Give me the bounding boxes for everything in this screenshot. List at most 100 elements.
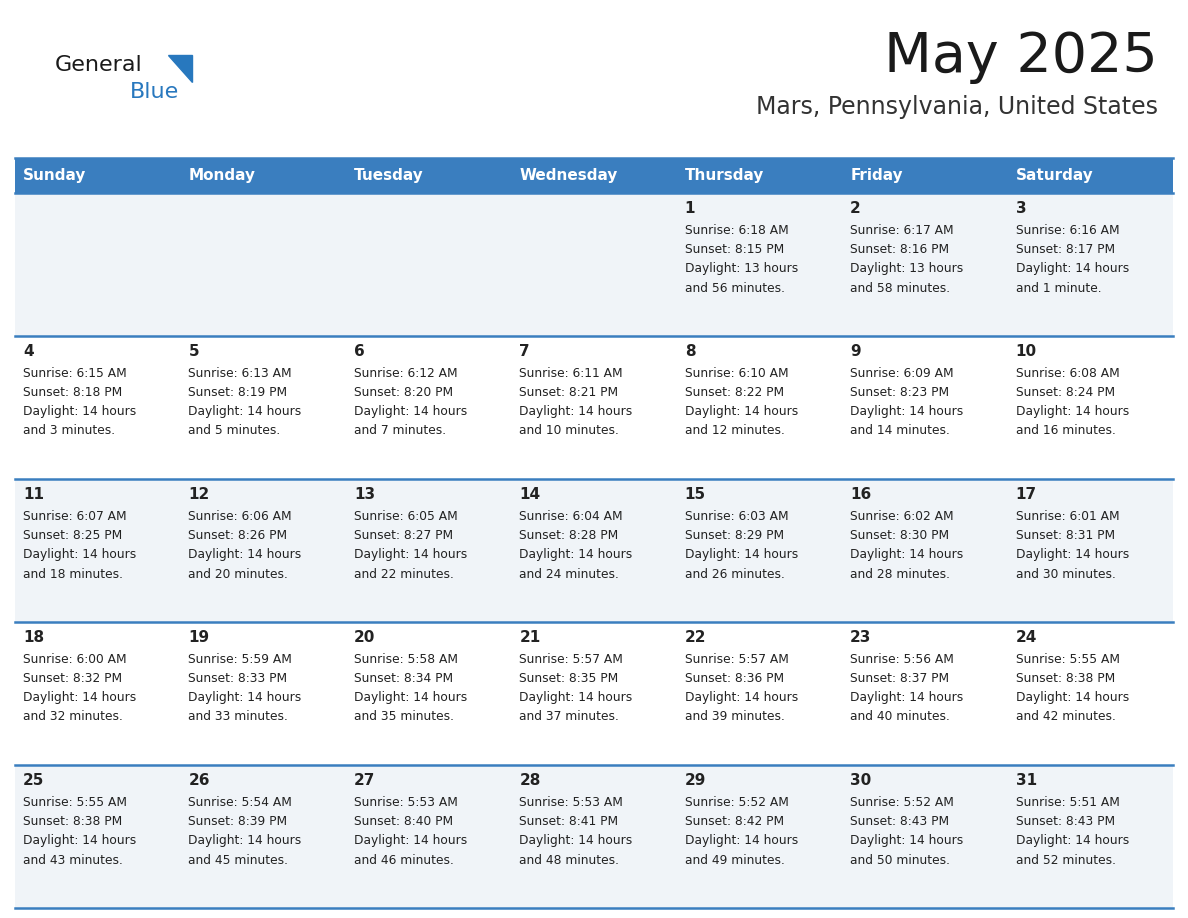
Text: Daylight: 14 hours: Daylight: 14 hours <box>851 691 963 704</box>
Text: 26: 26 <box>189 773 210 788</box>
Text: Daylight: 14 hours: Daylight: 14 hours <box>519 405 632 419</box>
Text: and 37 minutes.: and 37 minutes. <box>519 711 619 723</box>
Text: Sunrise: 6:18 AM: Sunrise: 6:18 AM <box>684 224 789 237</box>
Text: Sunrise: 6:08 AM: Sunrise: 6:08 AM <box>1016 367 1119 380</box>
Bar <box>15 158 1173 193</box>
Bar <box>15 479 1173 622</box>
Text: Daylight: 14 hours: Daylight: 14 hours <box>1016 405 1129 419</box>
Text: Sunset: 8:21 PM: Sunset: 8:21 PM <box>519 386 619 399</box>
Text: Sunrise: 5:52 AM: Sunrise: 5:52 AM <box>851 796 954 809</box>
Text: 13: 13 <box>354 487 375 502</box>
Text: Sunset: 8:17 PM: Sunset: 8:17 PM <box>1016 243 1114 256</box>
Text: Sunset: 8:39 PM: Sunset: 8:39 PM <box>189 815 287 828</box>
Text: Sunrise: 6:03 AM: Sunrise: 6:03 AM <box>684 509 789 522</box>
Text: 7: 7 <box>519 344 530 359</box>
Text: and 20 minutes.: and 20 minutes. <box>189 567 289 580</box>
Text: Daylight: 14 hours: Daylight: 14 hours <box>851 405 963 419</box>
Text: 30: 30 <box>851 773 871 788</box>
Text: Mars, Pennsylvania, United States: Mars, Pennsylvania, United States <box>756 95 1158 119</box>
Text: Sunrise: 6:10 AM: Sunrise: 6:10 AM <box>684 367 789 380</box>
Text: 11: 11 <box>23 487 44 502</box>
Text: Daylight: 14 hours: Daylight: 14 hours <box>23 691 137 704</box>
Text: Sunset: 8:18 PM: Sunset: 8:18 PM <box>23 386 122 399</box>
Text: 8: 8 <box>684 344 695 359</box>
Text: Daylight: 14 hours: Daylight: 14 hours <box>354 548 467 561</box>
Text: 3: 3 <box>1016 201 1026 216</box>
Text: Sunset: 8:26 PM: Sunset: 8:26 PM <box>189 529 287 542</box>
Text: and 3 minutes.: and 3 minutes. <box>23 424 115 438</box>
Text: Daylight: 14 hours: Daylight: 14 hours <box>354 405 467 419</box>
Text: Daylight: 14 hours: Daylight: 14 hours <box>354 691 467 704</box>
Text: Sunset: 8:41 PM: Sunset: 8:41 PM <box>519 815 619 828</box>
Text: Sunrise: 6:13 AM: Sunrise: 6:13 AM <box>189 367 292 380</box>
Text: 4: 4 <box>23 344 33 359</box>
Text: and 28 minutes.: and 28 minutes. <box>851 567 950 580</box>
Text: Sunrise: 5:52 AM: Sunrise: 5:52 AM <box>684 796 789 809</box>
Text: Sunrise: 6:12 AM: Sunrise: 6:12 AM <box>354 367 457 380</box>
Text: Tuesday: Tuesday <box>354 168 424 183</box>
Text: Daylight: 14 hours: Daylight: 14 hours <box>519 691 632 704</box>
Text: Sunset: 8:35 PM: Sunset: 8:35 PM <box>519 672 619 685</box>
Text: Daylight: 14 hours: Daylight: 14 hours <box>1016 834 1129 847</box>
Text: Daylight: 14 hours: Daylight: 14 hours <box>1016 691 1129 704</box>
Text: Sunset: 8:36 PM: Sunset: 8:36 PM <box>684 672 784 685</box>
Text: Sunset: 8:40 PM: Sunset: 8:40 PM <box>354 815 453 828</box>
Text: Daylight: 14 hours: Daylight: 14 hours <box>851 834 963 847</box>
Text: Sunrise: 5:53 AM: Sunrise: 5:53 AM <box>354 796 457 809</box>
Text: 17: 17 <box>1016 487 1037 502</box>
Text: Sunset: 8:43 PM: Sunset: 8:43 PM <box>851 815 949 828</box>
Text: Sunset: 8:20 PM: Sunset: 8:20 PM <box>354 386 453 399</box>
Text: Daylight: 14 hours: Daylight: 14 hours <box>189 834 302 847</box>
Text: 23: 23 <box>851 630 872 645</box>
Text: Friday: Friday <box>851 168 903 183</box>
Text: 14: 14 <box>519 487 541 502</box>
Text: Sunrise: 6:04 AM: Sunrise: 6:04 AM <box>519 509 623 522</box>
Text: Sunrise: 6:17 AM: Sunrise: 6:17 AM <box>851 224 954 237</box>
Text: and 7 minutes.: and 7 minutes. <box>354 424 446 438</box>
Text: and 46 minutes.: and 46 minutes. <box>354 854 454 867</box>
Text: Sunset: 8:22 PM: Sunset: 8:22 PM <box>684 386 784 399</box>
Text: Sunset: 8:34 PM: Sunset: 8:34 PM <box>354 672 453 685</box>
Text: and 45 minutes.: and 45 minutes. <box>189 854 289 867</box>
Text: 18: 18 <box>23 630 44 645</box>
Text: Sunrise: 5:58 AM: Sunrise: 5:58 AM <box>354 653 457 666</box>
Text: and 52 minutes.: and 52 minutes. <box>1016 854 1116 867</box>
Text: and 16 minutes.: and 16 minutes. <box>1016 424 1116 438</box>
Text: and 10 minutes.: and 10 minutes. <box>519 424 619 438</box>
Text: Saturday: Saturday <box>1016 168 1093 183</box>
Text: and 33 minutes.: and 33 minutes. <box>189 711 289 723</box>
Text: 20: 20 <box>354 630 375 645</box>
Text: Sunrise: 6:15 AM: Sunrise: 6:15 AM <box>23 367 127 380</box>
Text: Daylight: 14 hours: Daylight: 14 hours <box>354 834 467 847</box>
Text: and 32 minutes.: and 32 minutes. <box>23 711 122 723</box>
Text: and 30 minutes.: and 30 minutes. <box>1016 567 1116 580</box>
Text: and 1 minute.: and 1 minute. <box>1016 282 1101 295</box>
Text: Sunrise: 6:00 AM: Sunrise: 6:00 AM <box>23 653 127 666</box>
Text: Sunset: 8:37 PM: Sunset: 8:37 PM <box>851 672 949 685</box>
Text: and 42 minutes.: and 42 minutes. <box>1016 711 1116 723</box>
Text: and 48 minutes.: and 48 minutes. <box>519 854 619 867</box>
Text: Thursday: Thursday <box>684 168 764 183</box>
Text: Sunset: 8:31 PM: Sunset: 8:31 PM <box>1016 529 1114 542</box>
Text: Monday: Monday <box>189 168 255 183</box>
Text: Sunrise: 5:57 AM: Sunrise: 5:57 AM <box>684 653 789 666</box>
Text: Sunset: 8:30 PM: Sunset: 8:30 PM <box>851 529 949 542</box>
Text: Sunrise: 6:07 AM: Sunrise: 6:07 AM <box>23 509 127 522</box>
Text: 27: 27 <box>354 773 375 788</box>
Text: Daylight: 14 hours: Daylight: 14 hours <box>189 548 302 561</box>
Text: Sunrise: 5:55 AM: Sunrise: 5:55 AM <box>23 796 127 809</box>
Text: Sunrise: 6:06 AM: Sunrise: 6:06 AM <box>189 509 292 522</box>
Text: and 26 minutes.: and 26 minutes. <box>684 567 784 580</box>
Text: 22: 22 <box>684 630 706 645</box>
Text: Sunrise: 6:05 AM: Sunrise: 6:05 AM <box>354 509 457 522</box>
Text: Daylight: 14 hours: Daylight: 14 hours <box>189 691 302 704</box>
Text: 24: 24 <box>1016 630 1037 645</box>
Text: and 50 minutes.: and 50 minutes. <box>851 854 950 867</box>
Text: 21: 21 <box>519 630 541 645</box>
Text: Sunset: 8:28 PM: Sunset: 8:28 PM <box>519 529 619 542</box>
Text: Daylight: 14 hours: Daylight: 14 hours <box>23 548 137 561</box>
Text: Sunrise: 6:02 AM: Sunrise: 6:02 AM <box>851 509 954 522</box>
Text: Daylight: 14 hours: Daylight: 14 hours <box>23 405 137 419</box>
Text: and 12 minutes.: and 12 minutes. <box>684 424 784 438</box>
Text: Sunrise: 5:53 AM: Sunrise: 5:53 AM <box>519 796 624 809</box>
